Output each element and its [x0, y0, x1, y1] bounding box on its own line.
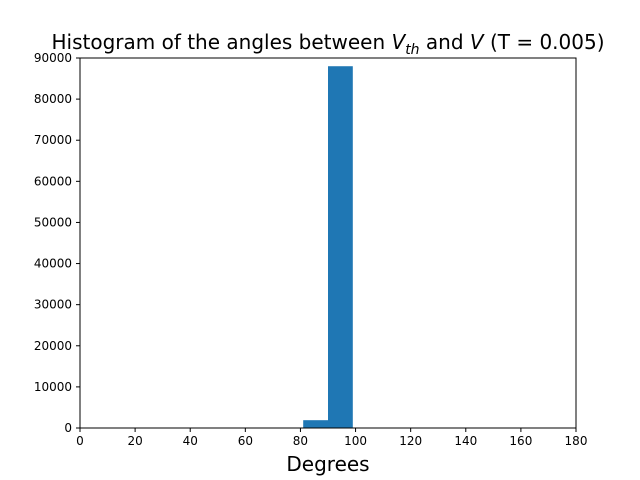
y-tick-label: 70000	[34, 133, 72, 147]
x-tick-label: 160	[509, 434, 532, 448]
y-axis: 0 10000 20000 30000 40000 50000 60000 70000 8000…	[34, 51, 80, 435]
y-tick-label: 30000	[34, 298, 72, 312]
y-tick-label: 90000	[34, 51, 72, 65]
x-tick-label: 40	[183, 434, 198, 448]
y-tick-label: 40000	[34, 257, 72, 271]
histogram-bar	[303, 420, 328, 428]
x-tick-label: 180	[565, 434, 588, 448]
x-tick-label: 140	[454, 434, 477, 448]
x-axis-label: Degrees	[286, 452, 369, 476]
histogram-bars	[303, 66, 353, 428]
chart-title: Histogram of the angles between Vth and …	[51, 30, 604, 58]
y-tick-label: 80000	[34, 92, 72, 106]
x-tick-label: 100	[344, 434, 367, 448]
y-tick-label: 20000	[34, 339, 72, 353]
x-tick-label: 60	[238, 434, 253, 448]
histogram-bar	[328, 66, 353, 428]
plot-frame	[79, 57, 577, 429]
x-tick-label: 0	[76, 434, 84, 448]
x-axis: 0 20 40 60 80 100 120 140 160 180	[76, 428, 587, 448]
y-tick-label: 0	[64, 421, 72, 435]
y-tick-label: 50000	[34, 215, 72, 229]
x-tick-label: 120	[399, 434, 422, 448]
y-tick-label: 10000	[34, 380, 72, 394]
x-tick-label: 80	[293, 434, 308, 448]
x-tick-label: 20	[127, 434, 142, 448]
y-tick-label: 60000	[34, 174, 72, 188]
